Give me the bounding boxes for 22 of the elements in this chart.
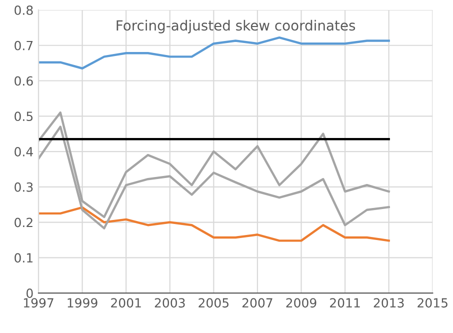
y-tick-label: 0.2 xyxy=(14,218,32,228)
y-tick-label: 0.5 xyxy=(14,112,33,122)
x-tick-label: 2013 xyxy=(374,298,404,308)
y-tick-label: 0.3 xyxy=(14,182,33,192)
x-tick-label: 2003 xyxy=(154,298,185,308)
y-tick-label: 0.8 xyxy=(14,5,33,15)
y-tick-label: 0.4 xyxy=(14,146,33,156)
x-tick-label: 2009 xyxy=(286,298,316,308)
y-tick-label: 0.6 xyxy=(14,76,33,86)
x-tick-label: 2011 xyxy=(330,298,360,308)
line-series xyxy=(38,206,390,242)
x-tick-label: 2005 xyxy=(198,298,228,308)
line-series xyxy=(38,36,390,70)
x-tick-label: 1999 xyxy=(68,298,98,308)
y-tick-label: 0 xyxy=(26,288,33,298)
text: Forcing-adjusted skew coordinates xyxy=(116,20,356,34)
x-tick-label: 2007 xyxy=(242,298,272,308)
x-tick-label: 1997 xyxy=(24,298,54,308)
y-tick-label: 0.1 xyxy=(14,253,32,263)
x-tick-label: 2015 xyxy=(418,298,448,308)
x-tick-label: 2001 xyxy=(111,298,141,308)
y-tick-label: 0.7 xyxy=(14,40,33,50)
